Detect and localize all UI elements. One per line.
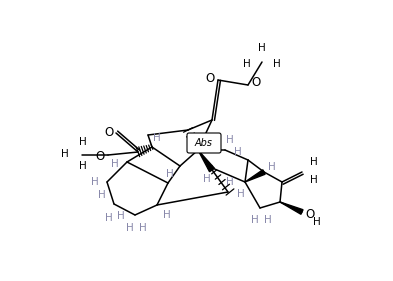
Text: H: H (258, 43, 266, 53)
Text: H: H (163, 210, 171, 220)
FancyBboxPatch shape (187, 133, 221, 153)
Text: H: H (91, 177, 99, 187)
Text: H: H (166, 169, 174, 179)
Text: H: H (268, 162, 276, 172)
Text: O: O (252, 76, 261, 90)
Text: O: O (305, 207, 315, 221)
Text: O: O (95, 149, 105, 162)
Text: H: H (264, 215, 272, 225)
Text: H: H (251, 215, 259, 225)
Text: H: H (226, 135, 234, 145)
Text: H: H (139, 223, 147, 233)
Text: H: H (111, 159, 119, 169)
Text: H: H (98, 190, 106, 200)
Text: H: H (79, 137, 87, 147)
Text: H: H (313, 217, 321, 227)
Text: Abs: Abs (195, 138, 213, 148)
Text: H: H (126, 223, 134, 233)
Text: H: H (273, 59, 281, 69)
Text: H: H (237, 189, 245, 199)
Text: H: H (226, 177, 234, 187)
Text: H: H (79, 161, 87, 171)
Text: H: H (117, 211, 125, 221)
Text: H: H (153, 133, 161, 143)
Text: O: O (105, 126, 114, 139)
Text: H: H (243, 59, 251, 69)
Text: H: H (310, 175, 318, 185)
Polygon shape (280, 202, 303, 214)
Polygon shape (198, 150, 215, 172)
Text: H: H (203, 174, 211, 184)
Text: H: H (310, 157, 318, 167)
Text: O: O (206, 72, 215, 85)
Text: H: H (105, 213, 113, 223)
Text: H: H (234, 147, 242, 157)
Polygon shape (245, 170, 265, 182)
Text: H: H (61, 149, 69, 159)
